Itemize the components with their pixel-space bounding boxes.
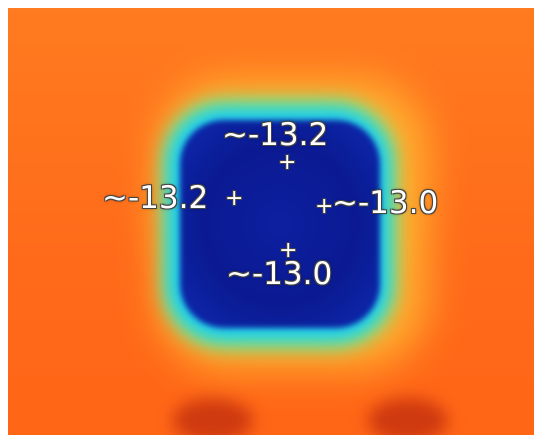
cold-region	[180, 120, 380, 328]
reading-left: ~-13.2	[102, 180, 209, 216]
reading-bottom: ~-13.0	[226, 256, 333, 292]
reading-right: ~-13.0	[332, 185, 439, 221]
reading-top: ~-13.2	[222, 117, 329, 153]
crosshair-right-icon: +	[315, 194, 334, 219]
crosshair-top-icon: +	[278, 150, 297, 175]
crosshair-bottom-icon: +	[279, 238, 298, 263]
thermal-image: ~-13.2 + ~-13.2 + + ~-13.0 + ~-13.0	[8, 8, 534, 435]
warm-spot-left	[173, 398, 253, 435]
warm-spot-right	[368, 398, 448, 435]
crosshair-left-icon: +	[225, 186, 244, 211]
